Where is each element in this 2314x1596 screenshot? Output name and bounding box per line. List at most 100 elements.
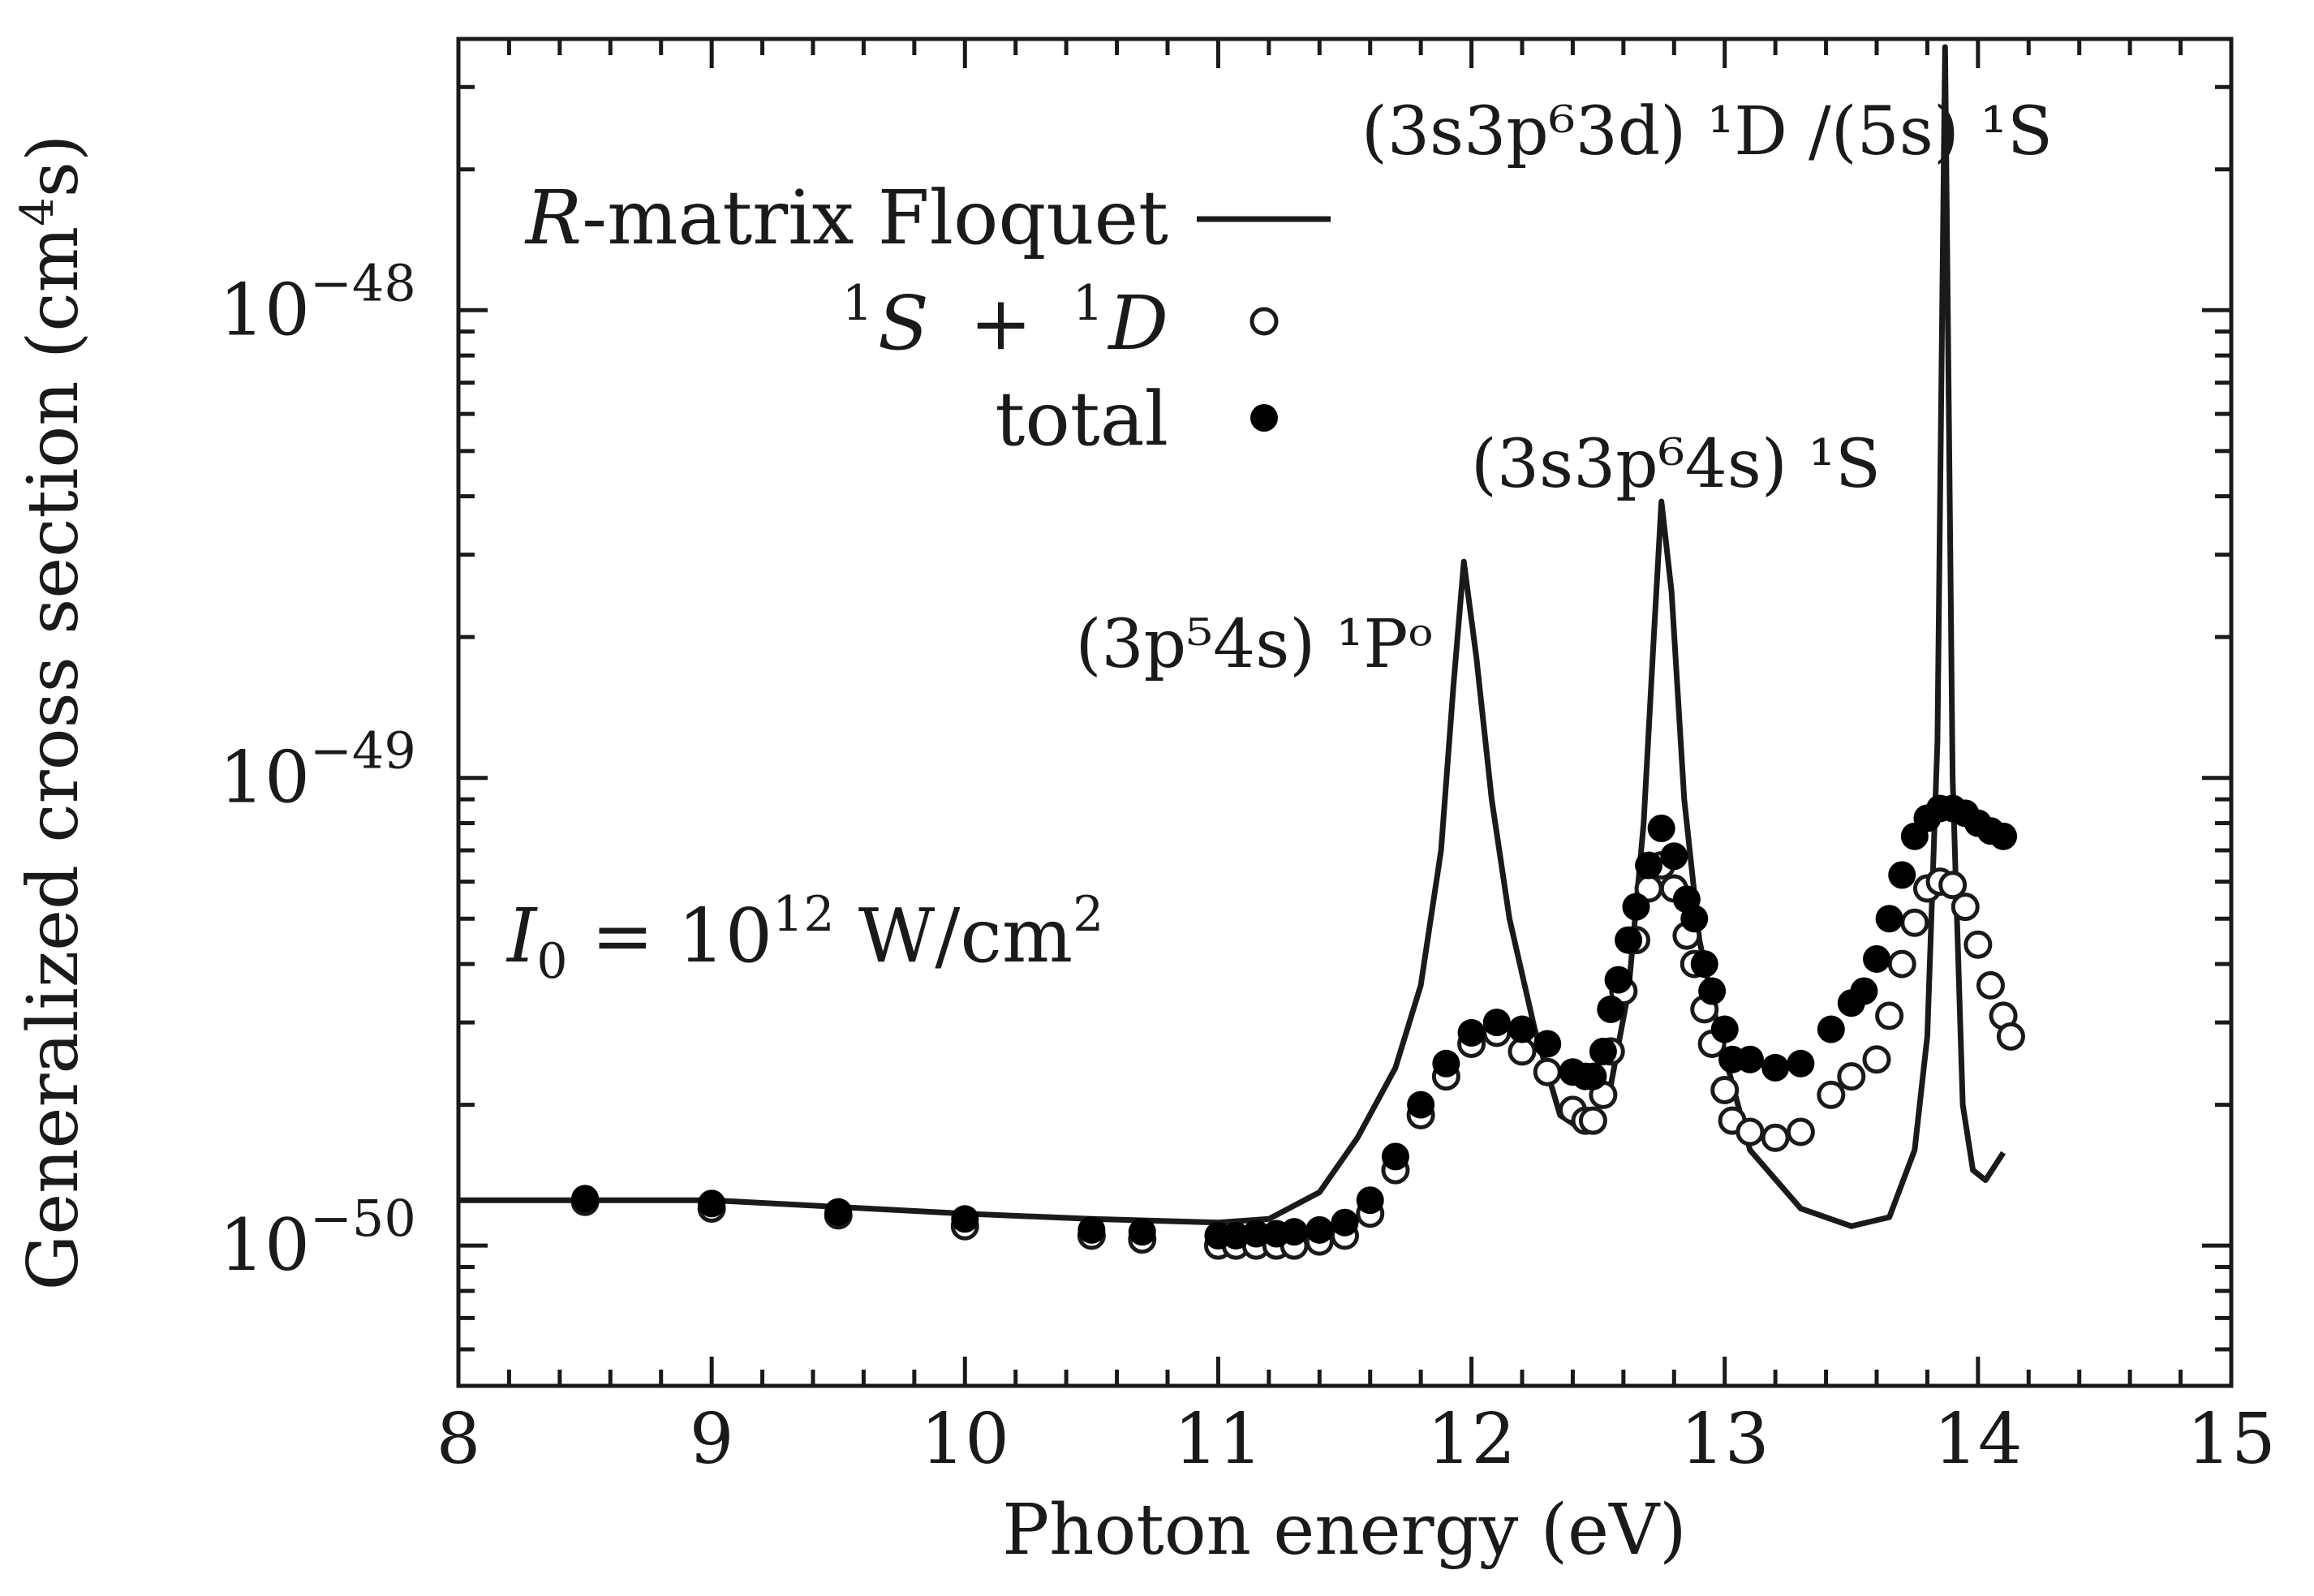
filled-circle-point <box>1589 1037 1617 1065</box>
filled-circle-point <box>1305 1215 1334 1244</box>
intensity-subscript: 0 <box>536 933 567 990</box>
legend-plus: + <box>970 280 1032 367</box>
annotation-3s3p6-3d-1d-5s-1s: (3s3p⁶3d) ¹D /(5s) ¹S <box>1361 93 2053 170</box>
series-total <box>571 794 2018 1250</box>
x-tick-label: 12 <box>1427 1399 1516 1480</box>
filled-circle-point <box>1597 995 1625 1023</box>
y-axis-label-main: Generalized cross section (cm <box>13 226 94 1291</box>
intensity-symbol: I <box>505 893 538 979</box>
filled-circle-point <box>1690 950 1718 979</box>
filled-circle-point <box>1457 1018 1486 1047</box>
filled-circle-point <box>1077 1215 1106 1244</box>
x-tick-label: 10 <box>921 1399 1009 1480</box>
legend-sup-1b: 1 <box>1073 275 1103 332</box>
legend-marker-open-circle <box>1249 307 1279 336</box>
x-tick-label: 11 <box>1174 1399 1262 1480</box>
legend-rmatrix-text: -matrix Floquet <box>582 174 1168 261</box>
filled-circle-point <box>1128 1218 1156 1246</box>
intensity-unit-exponent: 2 <box>1073 886 1103 943</box>
legend-sup-1a: 1 <box>842 275 873 332</box>
legend: R-matrix Floquet 1S +1D total <box>524 174 1331 462</box>
filled-circle-point <box>1660 842 1688 871</box>
open-circle-point <box>1875 1001 1904 1030</box>
legend-r-italic: R <box>524 174 582 261</box>
legend-d: D <box>1107 280 1168 367</box>
annotation-3p5-4s-1p: (3p⁵4s) ¹Pᵒ <box>1076 606 1434 683</box>
plot-area <box>458 44 2025 1260</box>
open-circle-point <box>1786 1117 1815 1146</box>
open-circle-point <box>1817 1080 1846 1109</box>
x-axis-label: Photon energy (eV) <box>1002 1490 1686 1571</box>
filled-circle-point <box>1850 977 1878 1005</box>
filled-circle-point <box>1817 1015 1845 1043</box>
filled-circle-point <box>571 1185 600 1213</box>
filled-circle-point <box>1680 905 1709 933</box>
filled-circle-point <box>1222 1221 1250 1250</box>
x-tick-label: 13 <box>1680 1399 1769 1480</box>
y-axis-label: Generalized cross section (cm4s) <box>11 135 94 1291</box>
intensity-label: I0 = 1012 W/cm2 <box>505 886 1103 990</box>
y-tick-base: 10 <box>219 268 310 351</box>
legend-label-rmatrix-floquet: R-matrix Floquet <box>524 174 1168 261</box>
legend-label-total: total <box>995 376 1168 462</box>
y-tick-label: 10−49 <box>219 721 416 820</box>
open-circle-point <box>1996 1022 2025 1051</box>
open-circle-point <box>1963 930 1993 959</box>
filled-circle-point <box>1635 851 1663 880</box>
filled-circle-point <box>698 1189 726 1218</box>
filled-circle-point <box>1761 1053 1790 1082</box>
filled-circle-point <box>1736 1045 1764 1073</box>
filled-circle-point <box>1710 1015 1739 1043</box>
open-circle-point <box>1938 871 1968 900</box>
open-circle-point <box>1761 1123 1790 1152</box>
legend-label-1s-1d: 1S +1D <box>842 275 1168 367</box>
y-tick-label: 10−48 <box>219 253 416 351</box>
legend-marker-filled-circle <box>1250 404 1278 432</box>
y-tick-base: 10 <box>219 1203 310 1287</box>
filled-circle-point <box>1989 822 2018 850</box>
open-circle-point <box>1887 949 1916 979</box>
filled-circle-point <box>1604 966 1632 994</box>
x-tick-labels: 8 9 10 11 12 13 14 15 <box>437 1399 2276 1480</box>
filled-circle-point <box>1875 905 1903 933</box>
filled-circle-point <box>1787 1049 1815 1078</box>
intensity-text: = 10 <box>568 893 773 979</box>
y-axis-label-tail: s) <box>13 135 94 198</box>
filled-circle-point <box>951 1205 979 1233</box>
open-circle-point <box>1736 1117 1765 1146</box>
filled-circle-point <box>1698 977 1727 1005</box>
axis-ticks <box>456 39 2234 1386</box>
filled-circle-point <box>1622 893 1650 921</box>
intensity-unit: W/cm <box>835 893 1073 979</box>
filled-circle-point <box>1508 1015 1536 1043</box>
x-tick-label: 15 <box>2187 1399 2275 1480</box>
x-tick-label: 8 <box>437 1399 481 1480</box>
y-tick-exponent: −49 <box>310 721 416 781</box>
filled-circle-point <box>1432 1049 1460 1078</box>
y-tick-exponent: −48 <box>310 253 416 312</box>
filled-circle-point <box>1863 944 1890 973</box>
filled-circle-point <box>1533 1030 1562 1058</box>
filled-circle-point <box>1647 814 1675 842</box>
y-tick-label: 10−50 <box>219 1189 416 1287</box>
legend-s: S <box>878 280 929 367</box>
plot-frame <box>456 37 2234 1388</box>
open-circle-point <box>1862 1045 1891 1074</box>
filled-circle-point <box>1242 1220 1271 1248</box>
filled-circle-point <box>824 1198 853 1226</box>
y-tick-base: 10 <box>219 736 310 820</box>
filled-circle-point <box>1356 1186 1384 1215</box>
open-circle-point <box>1533 1057 1562 1086</box>
y-axis-label-exponent: 4 <box>11 197 64 226</box>
filled-circle-point <box>1579 1062 1607 1091</box>
filled-circle-point <box>1280 1218 1309 1246</box>
filled-circle-point <box>1407 1091 1435 1119</box>
open-circle-point <box>1578 1106 1607 1135</box>
annotation-3s3p6-4s-1s: (3s3p⁶4s) ¹S <box>1471 426 1881 503</box>
open-circle-point <box>1837 1062 1866 1091</box>
filled-circle-point <box>1888 861 1916 889</box>
x-tick-label: 14 <box>1933 1399 2022 1480</box>
intensity-exponent: 12 <box>772 886 834 943</box>
filled-circle-point <box>1381 1142 1409 1171</box>
